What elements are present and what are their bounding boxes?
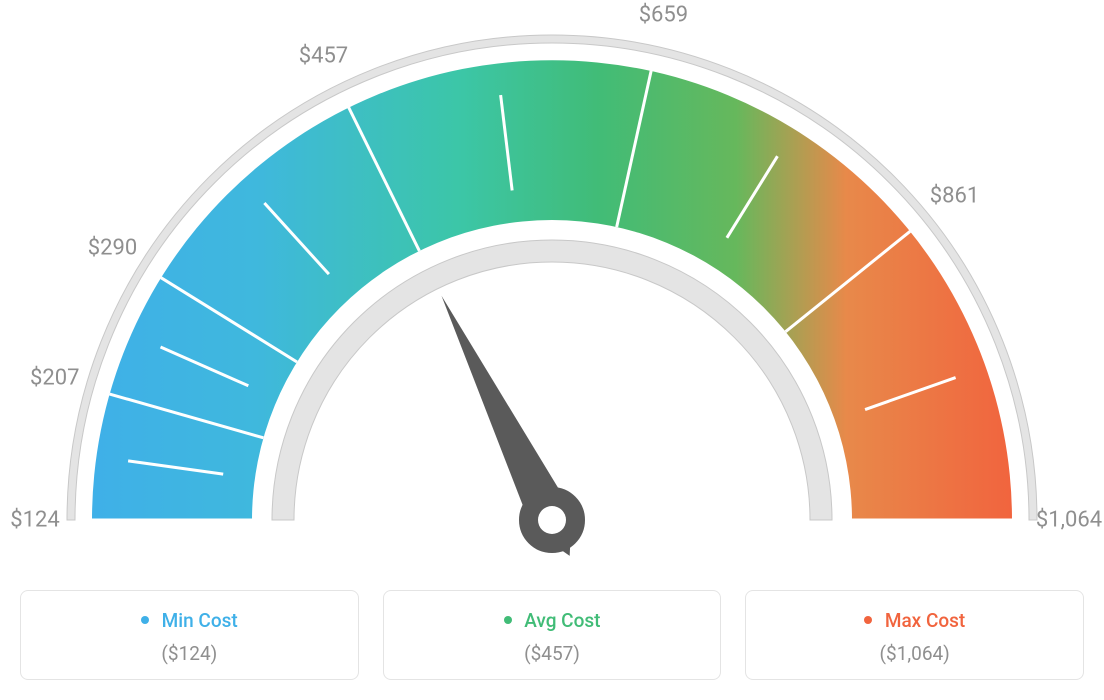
legend-title-text: Min Cost bbox=[162, 609, 238, 632]
legend-value-min: ($124) bbox=[33, 642, 346, 665]
gauge-svg bbox=[20, 20, 1084, 580]
dot-icon bbox=[864, 616, 872, 624]
dot-icon bbox=[504, 616, 512, 624]
gauge-tick-label: $207 bbox=[30, 366, 79, 391]
gauge-chart: $124$207$290$457$659$861$1,064 bbox=[20, 20, 1084, 580]
gauge-tick-label: $861 bbox=[930, 183, 979, 208]
legend-title-avg: Avg Cost bbox=[396, 609, 709, 632]
legend-title-max: Max Cost bbox=[758, 609, 1071, 632]
legend-title-min: Min Cost bbox=[33, 609, 346, 632]
legend-title-text: Max Cost bbox=[885, 609, 965, 632]
gauge-tick-label: $659 bbox=[639, 3, 688, 28]
cost-gauge-widget: $124$207$290$457$659$861$1,064 Min Cost … bbox=[20, 20, 1084, 680]
gauge-tick-label: $124 bbox=[10, 508, 59, 533]
legend-row: Min Cost ($124) Avg Cost ($457) Max Cost… bbox=[20, 590, 1084, 680]
legend-value-max: ($1,064) bbox=[758, 642, 1071, 665]
legend-card-max: Max Cost ($1,064) bbox=[745, 590, 1084, 680]
legend-card-avg: Avg Cost ($457) bbox=[383, 590, 722, 680]
dot-icon bbox=[141, 616, 149, 624]
legend-title-text: Avg Cost bbox=[524, 609, 600, 632]
legend-value-avg: ($457) bbox=[396, 642, 709, 665]
gauge-tick-label: $1,064 bbox=[1036, 508, 1102, 533]
gauge-tick-label: $457 bbox=[299, 44, 348, 69]
legend-card-min: Min Cost ($124) bbox=[20, 590, 359, 680]
gauge-tick-label: $290 bbox=[88, 235, 137, 260]
